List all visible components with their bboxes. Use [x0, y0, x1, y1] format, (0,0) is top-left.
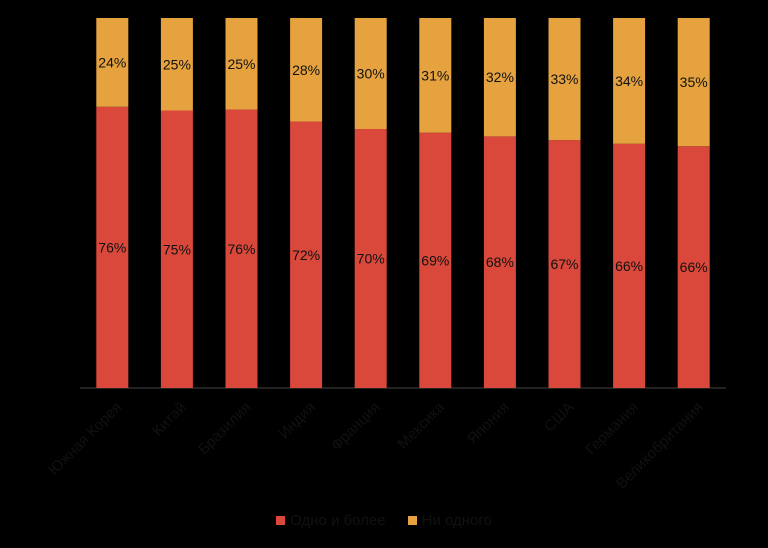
data-label-none-4: 30%	[357, 66, 385, 82]
bar-none-6	[483, 18, 516, 137]
data-label-none-5: 31%	[421, 67, 449, 83]
x-tick-label-8: Германия	[582, 399, 642, 459]
bar-one-or-more-3	[290, 121, 323, 388]
x-tick-label-0: Южная Корея	[45, 399, 125, 479]
bar-none-0	[96, 18, 129, 107]
legend-swatch-none	[407, 516, 417, 525]
data-label-none-3: 28%	[292, 62, 320, 78]
bar-none-9	[677, 18, 710, 147]
x-tick-label-2: Бразилия	[195, 399, 254, 458]
bar-one-or-more-8	[613, 143, 646, 388]
legend-label-one-or-more: Одно и более	[290, 512, 386, 529]
data-label-one-or-more-0: 76%	[98, 239, 126, 255]
data-label-one-or-more-2: 76%	[227, 241, 255, 257]
bar-one-or-more-1	[160, 110, 193, 388]
bar-one-or-more-7	[548, 140, 581, 388]
bar-none-3	[290, 18, 323, 122]
bar-none-5	[419, 18, 452, 133]
bar-one-or-more-5	[419, 132, 452, 388]
data-label-none-6: 32%	[486, 69, 514, 85]
data-label-one-or-more-3: 72%	[292, 247, 320, 263]
bar-one-or-more-4	[354, 129, 387, 388]
bar-one-or-more-0	[96, 106, 129, 389]
x-tick-label-7: США	[541, 399, 577, 435]
data-label-one-or-more-9: 66%	[680, 259, 708, 275]
legend-label-none: Ни одного	[421, 512, 492, 529]
bar-none-7	[548, 18, 581, 141]
data-label-one-or-more-7: 67%	[550, 256, 578, 272]
bar-one-or-more-9	[677, 146, 710, 388]
legend-item-one-or-more: Одно и более	[276, 512, 386, 529]
bar-none-8	[613, 18, 646, 144]
x-tick-label-1: Китай	[149, 399, 190, 440]
legend-swatch-one-or-more	[276, 516, 286, 525]
legend: Одно и более Ни одного	[0, 512, 768, 529]
data-label-none-7: 33%	[550, 71, 578, 87]
data-label-one-or-more-5: 69%	[421, 252, 449, 268]
bar-one-or-more-6	[483, 136, 516, 388]
x-tick-label-6: Япония	[464, 399, 513, 448]
x-tick-label-4: Франция	[328, 399, 383, 454]
data-label-one-or-more-6: 68%	[486, 254, 514, 270]
x-tick-label-5: Мексика	[394, 398, 448, 452]
bar-none-2	[225, 18, 258, 110]
data-label-one-or-more-4: 70%	[357, 251, 385, 267]
data-label-none-1: 25%	[163, 56, 191, 72]
data-label-none-0: 24%	[98, 54, 126, 70]
bar-none-1	[160, 18, 193, 111]
legend-item-none: Ни одного	[407, 512, 492, 529]
data-label-none-2: 25%	[227, 56, 255, 72]
bar-one-or-more-2	[225, 109, 258, 388]
data-label-one-or-more-1: 75%	[163, 241, 191, 257]
x-tick-label-3: Индия	[276, 399, 319, 442]
data-label-none-8: 34%	[615, 73, 643, 89]
data-label-one-or-more-8: 66%	[615, 258, 643, 274]
bar-none-4	[354, 18, 387, 129]
data-label-none-9: 35%	[680, 74, 708, 90]
